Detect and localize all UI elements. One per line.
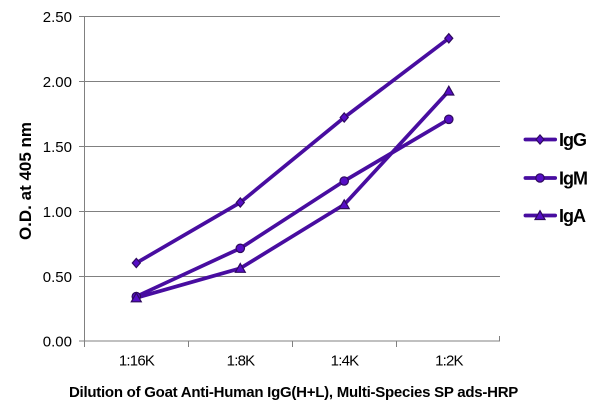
svg-text:O.D. at 405 nm: O.D. at 405 nm xyxy=(16,122,35,240)
svg-text:0.00: 0.00 xyxy=(43,333,72,350)
svg-text:0.50: 0.50 xyxy=(43,269,72,286)
svg-text:1:8K: 1:8K xyxy=(227,353,255,370)
svg-text:Dilution of Goat Anti-Human Ig: Dilution of Goat Anti-Human IgG(H+L), Mu… xyxy=(69,384,518,401)
svg-text:2.00: 2.00 xyxy=(43,74,72,91)
svg-text:1:16K: 1:16K xyxy=(119,353,155,370)
svg-text:1:4K: 1:4K xyxy=(331,353,359,370)
svg-text:1.00: 1.00 xyxy=(43,204,72,221)
svg-text:1.50: 1.50 xyxy=(43,139,72,156)
svg-text:IgA: IgA xyxy=(559,206,586,226)
svg-text:1:2K: 1:2K xyxy=(435,353,463,370)
svg-text:IgM: IgM xyxy=(559,169,587,189)
svg-text:IgG: IgG xyxy=(559,130,586,150)
svg-text:2.50: 2.50 xyxy=(43,9,72,26)
